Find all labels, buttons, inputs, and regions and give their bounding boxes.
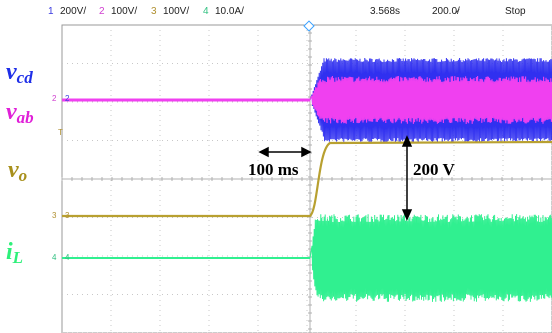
ch2-number: 2 xyxy=(99,6,105,17)
label-il: iL xyxy=(6,239,24,267)
ch3-number: 3 xyxy=(151,6,157,17)
ch4-number: 4 xyxy=(203,6,209,17)
label-vo: vo xyxy=(8,157,28,185)
ch1-number: 1 xyxy=(48,6,54,17)
trigger-level-marker: T xyxy=(58,128,63,137)
ch1-scale: 200V/ xyxy=(60,6,87,17)
ch2-marker: 2 xyxy=(65,94,70,103)
ch3-marker: 3 xyxy=(52,211,57,220)
run-state: Stop xyxy=(505,6,526,17)
ch4-level-marker: 4 xyxy=(65,253,70,262)
ch4-marker: 4 xyxy=(52,253,57,262)
ch4-scale: 10.0A/ xyxy=(215,6,244,17)
time-span-label: 100 ms xyxy=(248,160,299,179)
ch1-marker: 2 xyxy=(52,94,57,103)
label-vab: vab xyxy=(6,99,34,127)
trace-il xyxy=(62,214,552,302)
ch3-level-marker: 3 xyxy=(65,211,70,220)
time-arrow-head-left xyxy=(258,146,269,158)
time-arrow-head-right xyxy=(301,146,312,158)
voltage-span-label: 200 V xyxy=(413,160,455,179)
trace-vo xyxy=(62,140,552,218)
trace-vab xyxy=(62,75,552,125)
time-per-div: 200.0̷/ xyxy=(432,6,460,17)
voltage-arrow-head-top xyxy=(401,135,413,147)
voltage-arrow-head-bottom xyxy=(401,209,413,221)
label-vcd: vcd xyxy=(6,59,33,87)
waveforms xyxy=(62,57,552,302)
ch2-scale: 100V/ xyxy=(111,6,138,17)
ch3-scale: 100V/ xyxy=(163,6,190,17)
annotation-arrows xyxy=(258,135,413,221)
time-position: 3.568s xyxy=(370,6,401,17)
